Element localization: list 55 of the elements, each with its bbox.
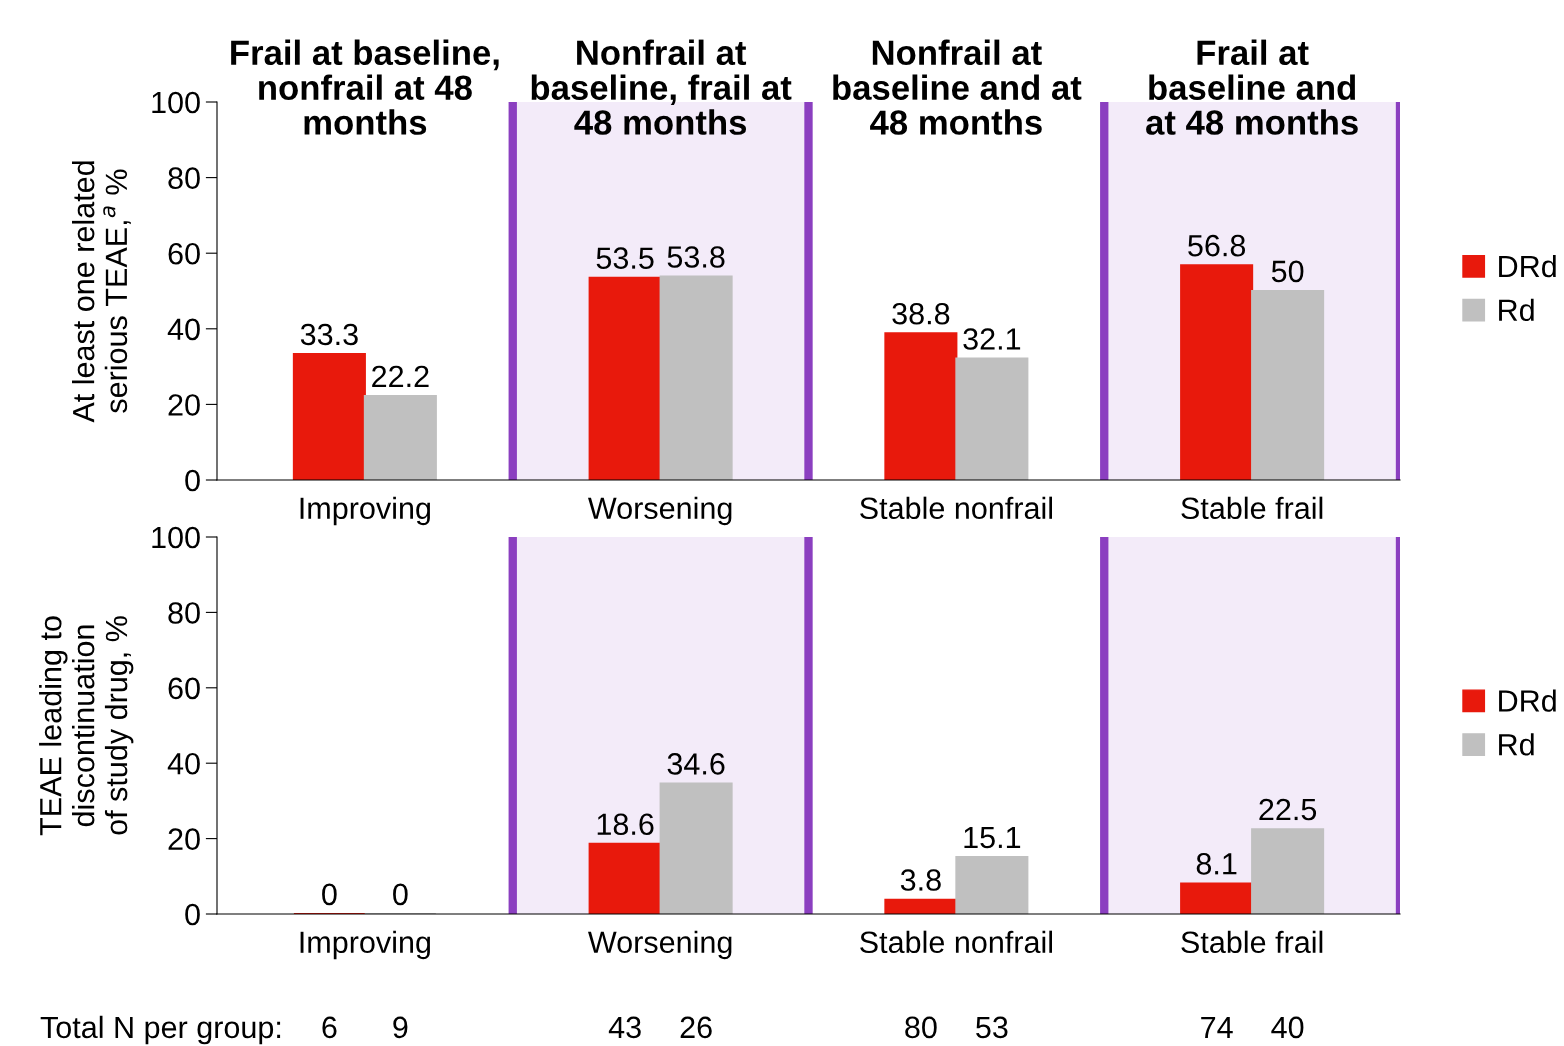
data-label: 56.8 [1188, 234, 1246, 257]
data-label: 38.8 [892, 302, 950, 325]
data-label: 18.6 [597, 813, 654, 836]
data-label: 53.8 [667, 246, 725, 268]
text: 6 [322, 1016, 337, 1039]
data-label: 53.5 [596, 247, 654, 269]
data-label: 0 [393, 883, 408, 906]
annotation: Nonfrail at baseline, frail at 48 months [531, 39, 792, 135]
data-label: 8.1 [1196, 853, 1237, 875]
data-label: 33.3 [300, 323, 358, 346]
y-tick-label: 80 [168, 167, 200, 189]
legend-label: DRd [1499, 254, 1556, 278]
y-axis-title: At least one related serious TEAE,$^{a}$ % [71, 161, 131, 423]
x-tick-label: Worsening [588, 496, 732, 526]
y-tick-label: 20 [168, 828, 200, 850]
annotation: Nonfrail at baseline and at 48 months [833, 39, 1082, 135]
x-tick-label: Improving [300, 930, 430, 960]
text: 74 [1201, 1016, 1233, 1038]
y-tick-label: 0 [185, 903, 200, 926]
legend-label: Rd [1499, 733, 1534, 756]
text: 26 [680, 1016, 712, 1039]
y-tick-label: 0 [185, 469, 200, 492]
x-tick-label: Stable nonfrail [860, 496, 1053, 520]
text: 9 [393, 1016, 408, 1039]
data-label: 22.2 [372, 365, 429, 387]
x-tick-label: Worsening [588, 930, 732, 960]
y-tick-label: 40 [167, 752, 200, 775]
data-label: 50 [1271, 260, 1304, 283]
x-tick-label: Stable nonfrail [860, 930, 1053, 954]
x-tick-label: Stable frail [1181, 496, 1323, 520]
y-tick-label: 20 [168, 394, 200, 416]
text: Total N per group: [40, 1015, 281, 1045]
y-tick-label: 60 [168, 677, 200, 700]
legend-label: DRd [1499, 689, 1556, 712]
data-label: 32.1 [963, 328, 1021, 350]
text: 43 [608, 1016, 641, 1039]
y-axis-title: TEAE leading to discontinuation of study drug, % [39, 616, 134, 836]
y-tick-label: 100 [152, 526, 200, 549]
annotation: Frail at baseline and at 48 months [1146, 39, 1358, 135]
data-label: 15.1 [964, 826, 1021, 849]
y-tick-label: 60 [168, 242, 200, 265]
y-tick-label: 100 [152, 91, 200, 114]
data-label: 3.8 [900, 869, 941, 891]
data-label: 22.5 [1259, 798, 1317, 821]
x-tick-label: Stable frail [1181, 930, 1323, 954]
legend-label: Rd [1499, 298, 1534, 322]
text: 53 [976, 1016, 1008, 1039]
y-tick-label: 80 [168, 602, 200, 624]
text: 80 [905, 1016, 937, 1039]
data-label: 0 [322, 883, 337, 906]
y-tick-label: 40 [167, 318, 200, 341]
annotation: Frail at baseline, nonfrail at 48 months [231, 39, 499, 135]
text: 40 [1271, 1016, 1304, 1039]
data-label: 34.6 [667, 753, 725, 775]
x-tick-label: Improving [300, 496, 430, 526]
